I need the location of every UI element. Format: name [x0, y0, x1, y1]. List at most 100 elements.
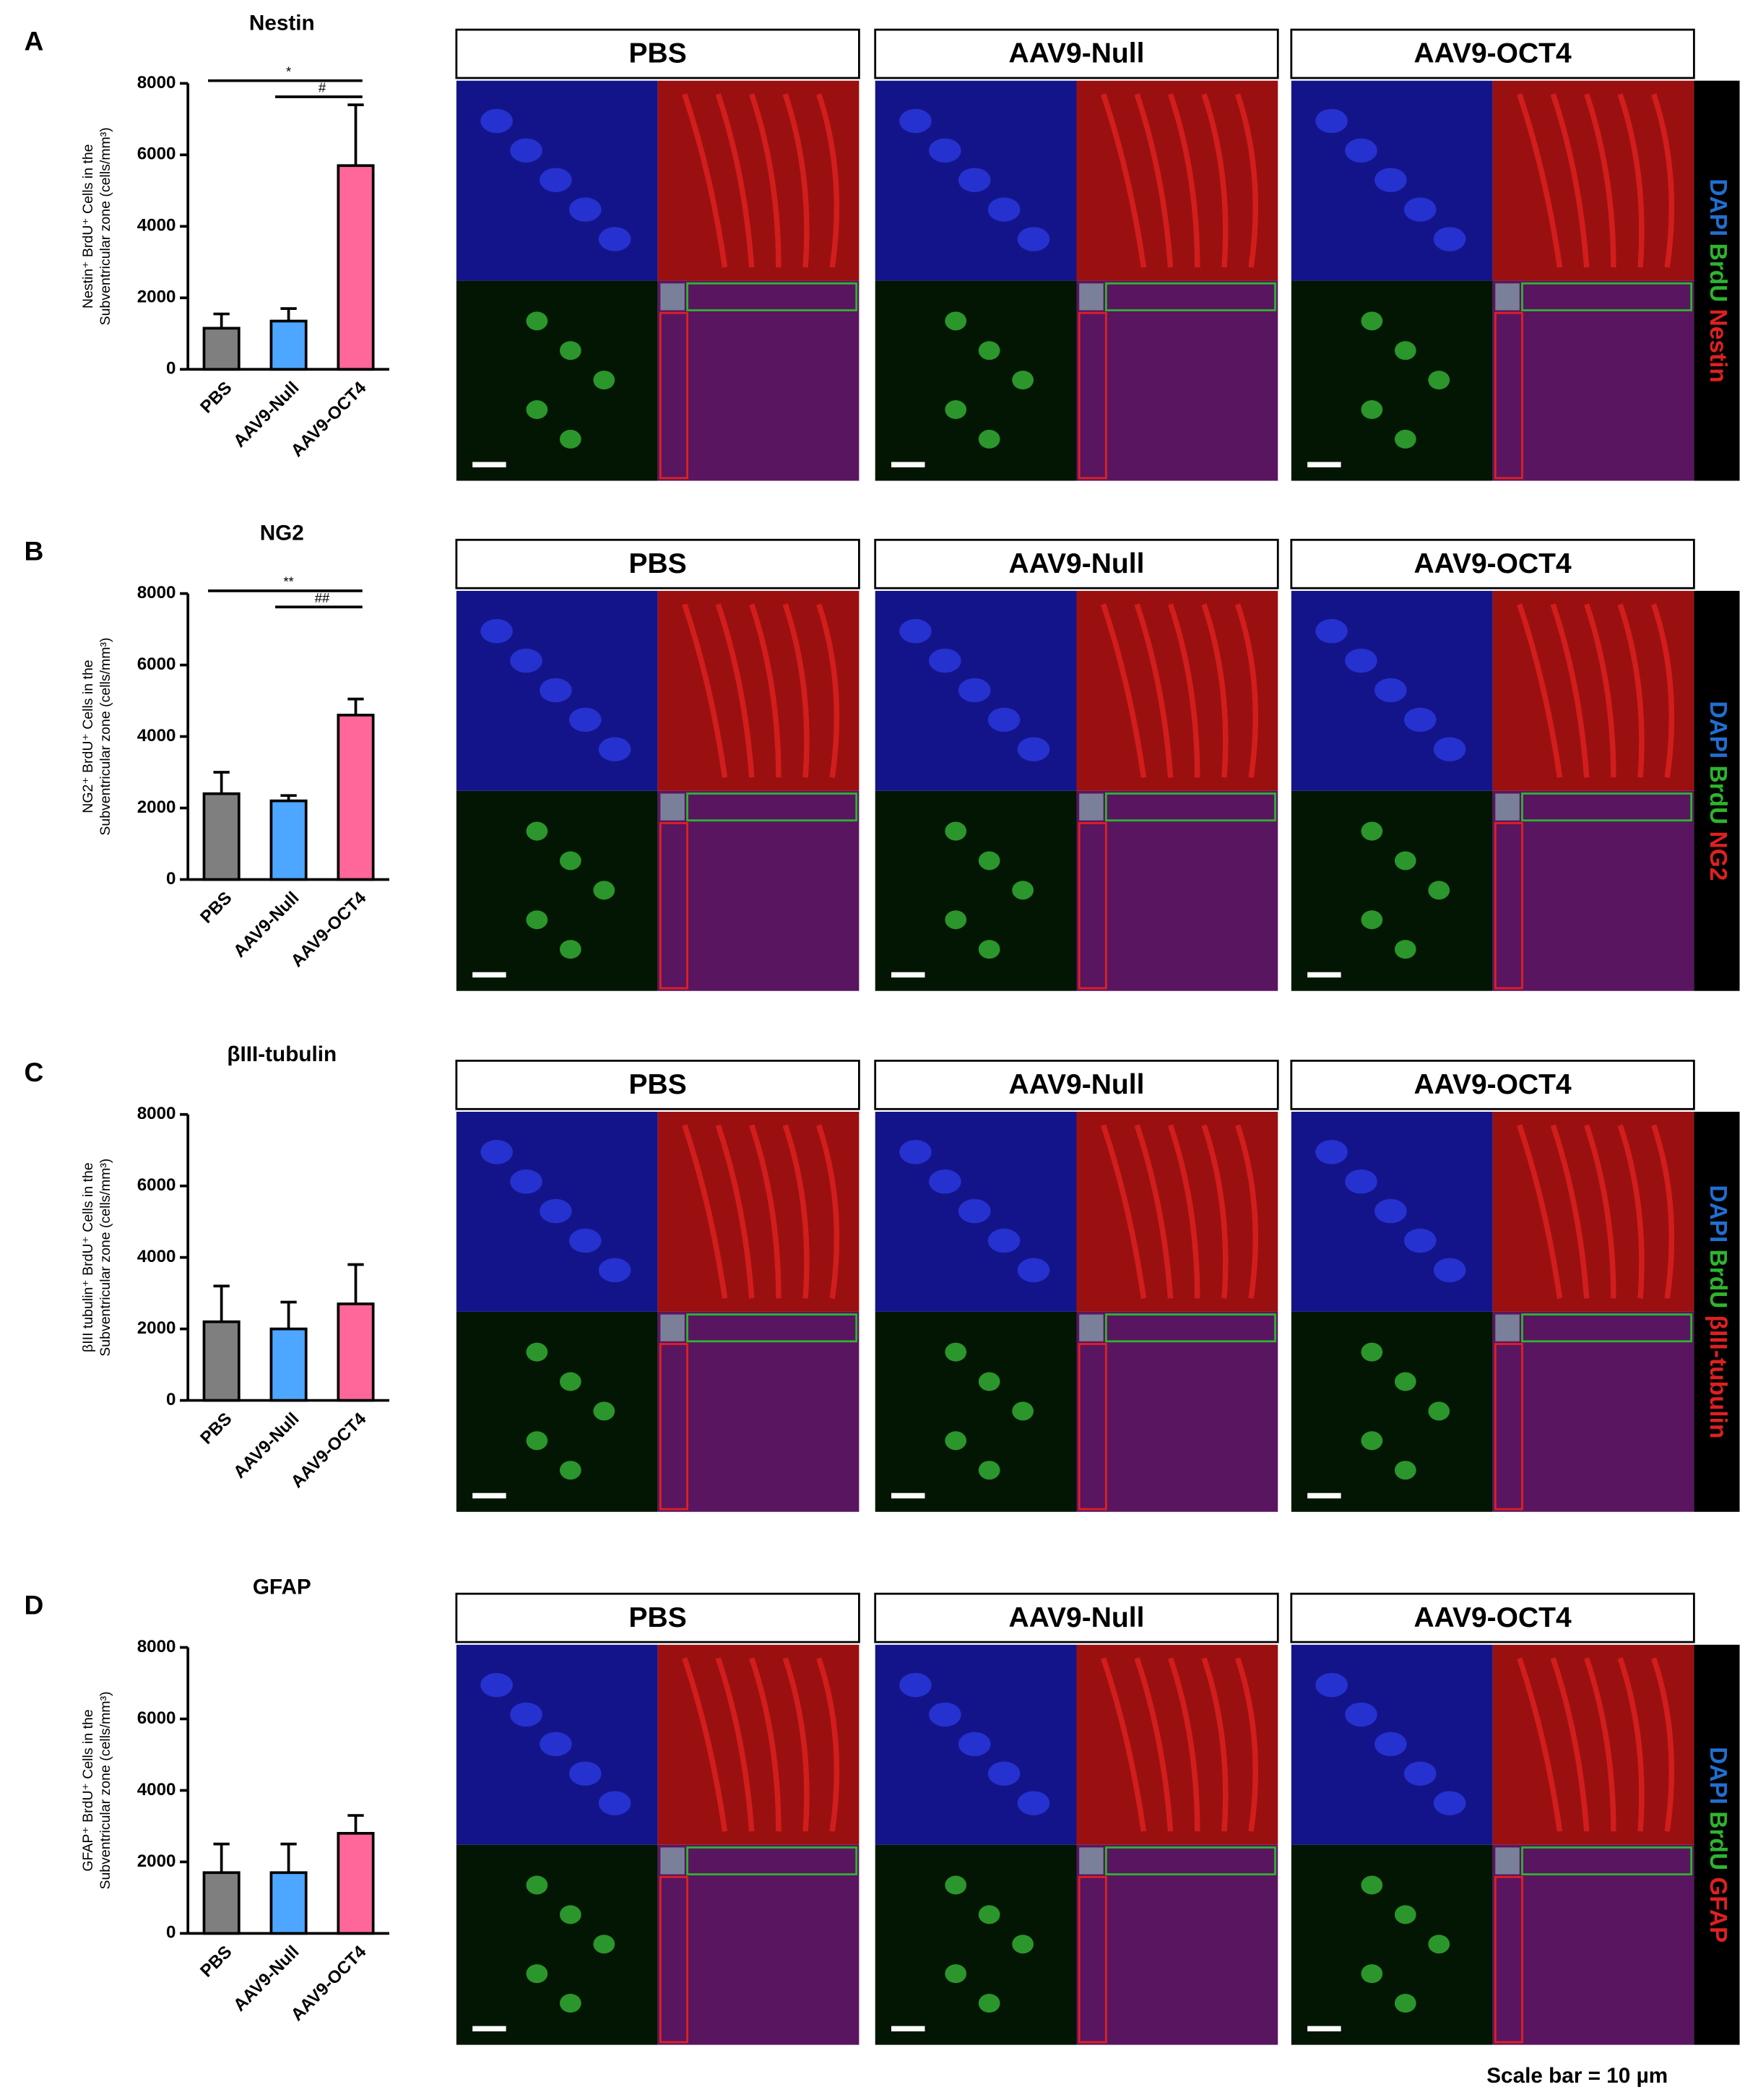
- nucleus: [987, 1761, 1021, 1786]
- y-tick-label: 8000: [137, 73, 176, 92]
- chart-title: Nestin: [249, 11, 315, 35]
- brdu-cell: [526, 1875, 548, 1895]
- bar: [202, 327, 241, 371]
- marker-process: [1234, 93, 1258, 268]
- nucleus: [1017, 227, 1050, 251]
- nucleus: [1345, 138, 1377, 163]
- image-merge: [1076, 790, 1278, 991]
- brdu-cell: [978, 1372, 1000, 1391]
- orthogonal-corner: [1495, 1314, 1520, 1341]
- nucleus: [1433, 1258, 1466, 1283]
- panel-header: PBS: [629, 1602, 687, 1633]
- marker-process: [715, 93, 755, 268]
- brdu-cell: [978, 429, 1000, 449]
- brdu-cell: [945, 400, 967, 420]
- brdu-cell: [1012, 1935, 1034, 1954]
- bar: [269, 1327, 308, 1402]
- chart-title: βIII-tubulin: [227, 1042, 337, 1066]
- panel-header: AAV9-Null: [1009, 548, 1145, 579]
- panel-header-box: [1290, 28, 1695, 79]
- marker-process: [1134, 1657, 1174, 1832]
- nucleus: [1017, 1258, 1050, 1283]
- nucleus: [1433, 737, 1466, 761]
- nucleus: [899, 618, 932, 644]
- chart-title: NG2: [260, 522, 304, 545]
- brdu-cell: [945, 1342, 967, 1362]
- y-tick-label: 6000: [137, 654, 176, 674]
- nucleus: [1345, 1702, 1377, 1727]
- marker-process: [1550, 1124, 1590, 1299]
- panel-header-box: [455, 1059, 860, 1110]
- orthogonal-top: [1104, 282, 1276, 311]
- marker-process: [682, 1124, 728, 1299]
- y-tick-label: 8000: [137, 1104, 176, 1123]
- orthogonal-side: [1078, 1875, 1107, 2044]
- image-merge: [657, 1844, 859, 2045]
- marker-process: [1617, 1657, 1645, 1832]
- x-tick-label: PBS: [196, 1409, 235, 1448]
- nucleus: [958, 1732, 991, 1757]
- bar: [337, 1302, 375, 1402]
- orthogonal-side: [1078, 311, 1107, 480]
- x-tick-label: AAV9-Null: [230, 888, 303, 961]
- brdu-cell: [945, 1964, 967, 1984]
- nucleus: [568, 197, 602, 222]
- x-tick-label: PBS: [196, 378, 235, 417]
- orthogonal-corner: [660, 283, 685, 311]
- y-tick-label: 6000: [137, 144, 176, 164]
- marker-process: [1234, 603, 1258, 778]
- brdu-cell: [945, 821, 967, 841]
- orthogonal-side: [1494, 311, 1523, 480]
- y-axis-label: NG2⁺ BrdU⁺ Cells in the: [80, 660, 96, 813]
- stain-label: NG2: [1705, 831, 1731, 881]
- marker-process: [782, 93, 810, 268]
- nucleus: [568, 1228, 602, 1253]
- nucleus: [1403, 1761, 1437, 1786]
- nucleus: [540, 168, 572, 192]
- nucleus: [958, 1198, 991, 1224]
- image-brdu: [1291, 790, 1493, 991]
- x-tick-label: AAV9-Null: [230, 378, 303, 451]
- brdu-cell: [1394, 851, 1416, 870]
- orthogonal-corner: [1495, 793, 1520, 821]
- marker-process: [715, 603, 755, 778]
- y-axis-label: Subventricular zone (cells/mm³): [98, 637, 113, 835]
- stain-strip: [1694, 80, 1740, 481]
- stain-label: BrdU: [1705, 1811, 1731, 1870]
- orthogonal-top: [686, 1313, 858, 1343]
- image-brdu: [875, 1311, 1077, 1512]
- significance-label: **: [283, 574, 293, 589]
- nucleus: [899, 108, 932, 134]
- nucleus: [1345, 1169, 1377, 1194]
- marker-process: [1201, 603, 1229, 778]
- orthogonal-side: [1078, 822, 1107, 990]
- image-merge: [1492, 790, 1694, 991]
- panel-header-box: [874, 1059, 1279, 1110]
- nucleus: [1374, 168, 1407, 192]
- panel-header: AAV9-Null: [1009, 1069, 1145, 1100]
- marker-process: [1517, 93, 1563, 268]
- nucleus: [510, 1702, 542, 1727]
- marker-process: [782, 1657, 810, 1832]
- nucleus: [480, 618, 513, 644]
- nucleus: [958, 168, 991, 192]
- brdu-cell: [1394, 940, 1416, 959]
- panel-header-box: [455, 28, 860, 79]
- marker-process: [1101, 93, 1147, 268]
- nucleus: [510, 1169, 542, 1194]
- brdu-cell: [559, 1372, 581, 1391]
- y-tick-label: 4000: [137, 726, 176, 746]
- image-brdu: [1291, 280, 1493, 481]
- marker-process: [1651, 1124, 1675, 1299]
- orthogonal-side: [659, 822, 688, 990]
- orthogonal-side: [659, 311, 688, 480]
- panel-header-box: [874, 28, 1279, 79]
- orthogonal-top: [1104, 1313, 1276, 1343]
- brdu-cell: [978, 851, 1000, 870]
- brdu-cell: [978, 940, 1000, 959]
- y-tick-label: 2000: [137, 288, 176, 307]
- nucleus: [1403, 707, 1437, 733]
- brdu-cell: [1394, 1372, 1416, 1391]
- image-brdu: [456, 280, 658, 481]
